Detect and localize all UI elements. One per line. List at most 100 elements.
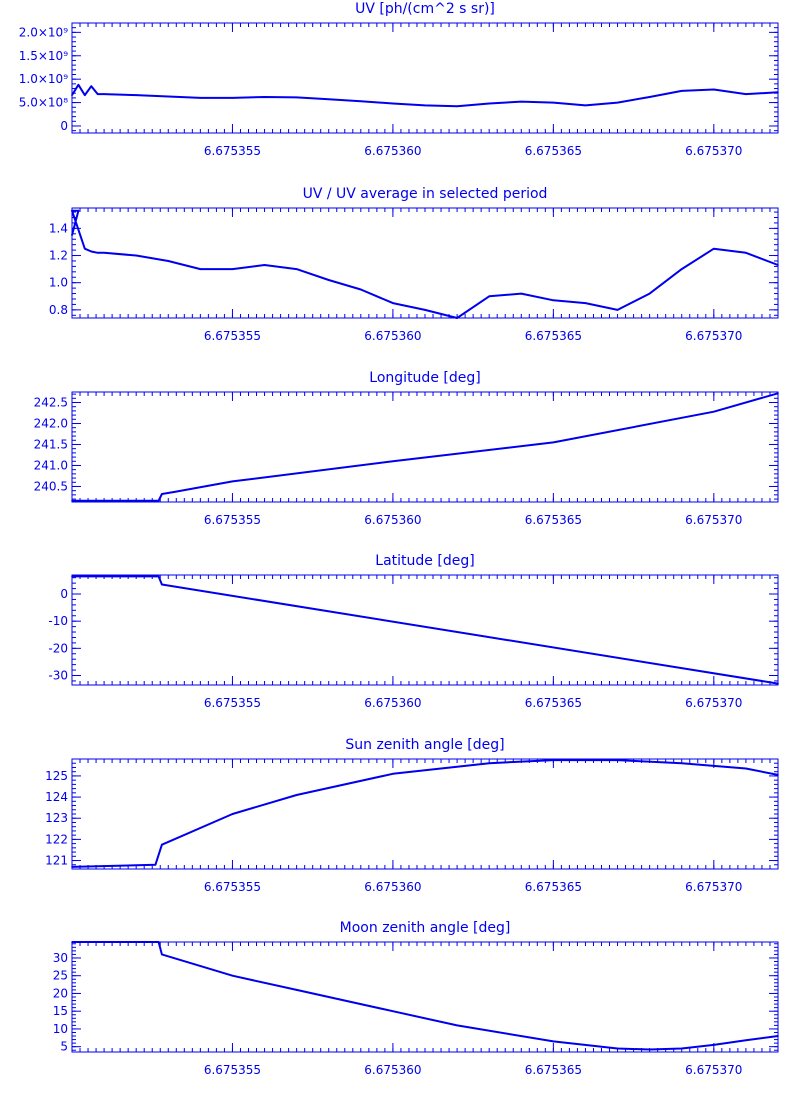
data-point — [154, 863, 157, 866]
x-tick-label: 6.675370 — [685, 144, 742, 158]
data-point — [295, 268, 298, 270]
data-point — [295, 96, 298, 99]
series-line — [71, 83, 779, 108]
y-tick-label: 20 — [53, 986, 68, 1000]
x-tick-label: 6.675355 — [204, 696, 261, 710]
data-point — [96, 93, 99, 95]
x-tick-label: 6.675370 — [685, 880, 742, 894]
data-point — [680, 90, 683, 92]
x-tick-label: 6.675360 — [364, 880, 421, 894]
data-point — [157, 575, 160, 578]
data-point — [777, 264, 779, 266]
data-point — [71, 866, 73, 868]
data-point — [456, 1024, 458, 1027]
data-point — [71, 234, 73, 236]
data-point — [745, 252, 747, 254]
data-point — [231, 813, 234, 815]
y-tick-label: 10 — [53, 1022, 68, 1036]
data-point — [552, 299, 555, 302]
chart-title: Latitude [deg] — [375, 553, 475, 569]
x-tick-label: 6.675365 — [525, 329, 582, 343]
y-tick-label: 15 — [53, 1004, 68, 1018]
plot-sun-zenith: 6.675355 6.675360 6.675365 6.675370 121 122 12… — [45, 758, 779, 894]
data-point — [157, 499, 160, 502]
data-point — [263, 96, 266, 98]
data-point — [360, 100, 362, 102]
data-point — [392, 102, 394, 105]
chart-title: Sun zenith angle [deg] — [345, 737, 505, 753]
x-tick-label: 6.675360 — [364, 513, 421, 527]
data-point — [231, 480, 234, 483]
y-tick-label: 242.0 — [34, 416, 68, 430]
plot-frame — [71, 391, 779, 503]
y-tick-label: 242.5 — [34, 395, 68, 409]
data-point — [745, 93, 747, 95]
data-point — [777, 91, 779, 94]
data-point — [295, 989, 298, 991]
x-tick-label: 6.675360 — [364, 696, 421, 710]
y-tick-label: 0 — [60, 587, 68, 601]
data-point — [552, 101, 555, 104]
x-tick-label: 6.675365 — [525, 1063, 582, 1077]
x-tick-label: 6.675355 — [204, 1063, 261, 1077]
data-point — [161, 493, 163, 495]
y-tick-label: 1.5×10⁹ — [19, 49, 68, 63]
data-point — [745, 1039, 747, 1042]
data-point — [552, 1040, 555, 1043]
plot-uv-ratio: 6.675355 6.675360 6.675365 6.675370 0.8 1.0 1.… — [49, 207, 779, 343]
data-point — [713, 410, 715, 413]
data-point — [71, 941, 73, 943]
plot-frame — [71, 22, 779, 134]
y-tick-label: -20 — [48, 641, 68, 655]
data-point — [71, 499, 73, 502]
data-point — [713, 1044, 715, 1046]
data-point — [199, 268, 202, 270]
data-point — [71, 209, 73, 212]
y-tick-label: 5 — [60, 1040, 68, 1054]
x-tick-label: 6.675365 — [525, 144, 582, 158]
series-line — [72, 392, 779, 502]
data-point — [167, 260, 170, 262]
data-point — [648, 96, 651, 98]
data-point — [71, 94, 73, 96]
data-point — [648, 292, 651, 295]
y-tick-label: 1.0 — [49, 276, 68, 290]
y-tick-label: 0.8 — [49, 303, 68, 317]
y-tick-label: -30 — [48, 668, 68, 682]
data-point — [777, 774, 779, 776]
data-point — [520, 292, 523, 295]
plot-latitude: 6.675355 6.675360 6.675365 6.675370 -30 -20 -1… — [48, 574, 779, 710]
data-point — [520, 100, 523, 103]
data-point — [103, 252, 105, 254]
data-point — [680, 1047, 683, 1050]
series-line — [71, 209, 779, 319]
data-point — [392, 1010, 394, 1012]
y-tick-label: 5.0×10⁸ — [19, 96, 68, 110]
chart-title: UV [ph/(cm^2 s sr)] — [355, 1, 495, 17]
y-tick-label: 0 — [60, 119, 68, 133]
data-point — [713, 247, 715, 250]
data-point — [77, 83, 80, 86]
data-point — [745, 767, 747, 770]
data-point — [424, 104, 426, 107]
data-point — [295, 794, 298, 796]
data-point — [552, 441, 555, 444]
data-point — [327, 98, 330, 101]
data-point — [456, 317, 458, 319]
plot-frame — [71, 574, 779, 686]
data-point — [84, 94, 86, 96]
data-point — [157, 941, 160, 943]
data-point — [584, 302, 587, 304]
y-tick-label: 1.0×10⁹ — [19, 72, 68, 86]
x-tick-label: 6.675355 — [204, 144, 261, 158]
x-tick-label: 6.675355 — [204, 513, 261, 527]
data-point — [424, 309, 426, 311]
y-tick-label: -10 — [48, 614, 68, 628]
series-line — [72, 941, 779, 1051]
data-point — [135, 254, 137, 257]
data-point — [392, 302, 394, 304]
data-point — [135, 94, 137, 96]
data-point — [584, 104, 587, 107]
data-point — [680, 762, 683, 765]
x-tick-label: 6.675370 — [685, 513, 742, 527]
